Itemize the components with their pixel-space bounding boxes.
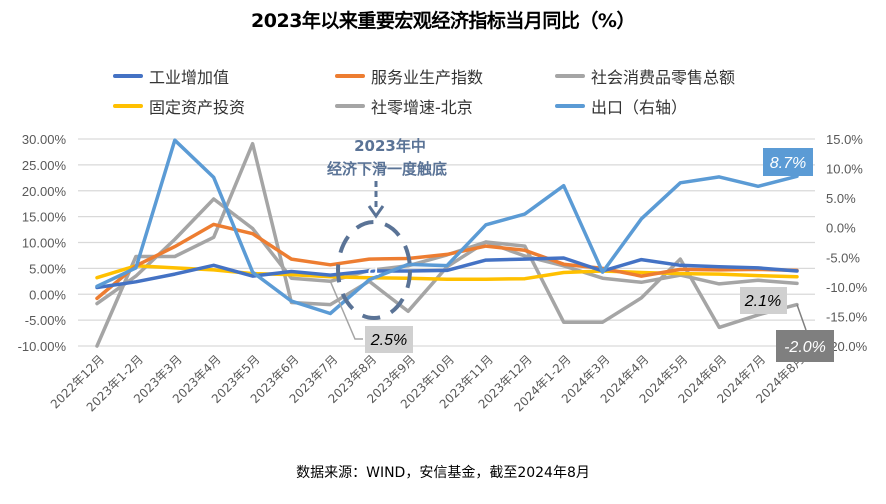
legend-label: 出口（右轴） bbox=[591, 98, 688, 117]
label-box-retail-2024-8 bbox=[740, 287, 787, 314]
y-right-tick-label: 0.0% bbox=[826, 221, 856, 236]
trough-annotation-line1: 2023年中 bbox=[354, 137, 426, 155]
leader-line bbox=[329, 281, 363, 340]
trough-circle bbox=[336, 220, 412, 320]
trough-marker: a bbox=[367, 258, 379, 280]
label-box-beijing-2023-8 bbox=[365, 326, 413, 353]
legend-item-export: 出口（右轴） bbox=[555, 94, 687, 118]
trough-arrow-head-icon bbox=[367, 205, 385, 219]
label-retail-2024-8: 2.1% bbox=[744, 293, 781, 310]
legend-label: 服务业生产指数 bbox=[371, 68, 484, 87]
label-beijing-2023-8: 2.5% bbox=[370, 332, 407, 349]
series-line-3 bbox=[95, 264, 799, 281]
legend-label: 工业增加值 bbox=[149, 68, 230, 87]
y-left-tick-label: 0.00% bbox=[29, 287, 66, 302]
legend-item-beijing-retail: 社零增速-北京 bbox=[335, 94, 473, 118]
y-right-tick-label: -15.0% bbox=[826, 309, 868, 324]
label-box-beijing-2024-8 bbox=[776, 330, 834, 362]
leader-line bbox=[796, 304, 807, 331]
legend-item-industrial: 工业增加值 bbox=[113, 64, 229, 88]
y-right-tick-label: 15.0% bbox=[826, 132, 863, 147]
series-line-2 bbox=[95, 197, 799, 306]
legend-swatch bbox=[555, 74, 585, 78]
label-box-export-2024-8 bbox=[763, 148, 813, 176]
y-left-tick-label: 30.00% bbox=[22, 132, 67, 147]
chart-title: 2023年以来重要宏观经济指标当月同比（%） bbox=[251, 10, 635, 32]
y-left-tick-label: 20.00% bbox=[22, 184, 67, 199]
y-right-tick-label: 5.0% bbox=[826, 191, 856, 206]
legend-swatch bbox=[113, 104, 143, 108]
series-line-0 bbox=[95, 256, 799, 290]
y-left-tick-label: 15.00% bbox=[22, 210, 67, 225]
y-axis-right: -20.0% -15.0% -10.0% -5.0% 0.0% 5.0% 10.0% 15.0… bbox=[826, 132, 868, 354]
label-export-2024-8: 8.7% bbox=[770, 155, 806, 172]
series-line-1 bbox=[95, 222, 799, 301]
trough-annotation-line2: 经济下滑一度触底 bbox=[327, 160, 447, 178]
legend-swatch bbox=[555, 104, 585, 108]
legend-item-retail: 社会消费品零售总额 bbox=[555, 64, 735, 88]
y-axis-left: -10.00% -5.00% 0.00% 5.00% 10.00% 15.00% 20.00… bbox=[18, 132, 67, 354]
legend-swatch bbox=[335, 104, 365, 108]
legend-item-fai: 固定资产投资 bbox=[113, 94, 245, 118]
legend-swatch bbox=[113, 74, 143, 78]
y-left-tick-label: 10.00% bbox=[22, 236, 67, 251]
y-left-tick-label: 5.00% bbox=[29, 261, 66, 276]
y-right-tick-label: -20.0% bbox=[826, 339, 868, 354]
legend-label: 固定资产投资 bbox=[149, 98, 246, 117]
x-axis: 2022年12月2023年1-2月2023年3月2023年4月2023年5月20… bbox=[48, 352, 807, 414]
y-left-tick-label: -10.00% bbox=[18, 339, 67, 354]
legend-item-services: 服务业生产指数 bbox=[335, 64, 483, 88]
y-left-tick-label: -5.00% bbox=[25, 313, 67, 328]
y-right-tick-label: 10.0% bbox=[826, 162, 863, 177]
y-right-tick-label: -5.0% bbox=[826, 250, 860, 265]
y-right-tick-label: -10.0% bbox=[826, 280, 868, 295]
legend-label: 社会消费品零售总额 bbox=[591, 68, 736, 87]
y-left-tick-label: 25.00% bbox=[22, 158, 67, 173]
series-lines bbox=[95, 138, 799, 348]
series-line-5 bbox=[95, 138, 799, 316]
legend-swatch bbox=[335, 74, 365, 78]
source-note: 数据来源：WIND，安信基金，截至2024年8月 bbox=[296, 465, 590, 481]
legend-label: 社零增速-北京 bbox=[371, 98, 473, 117]
label-beijing-2024-8: -2.0% bbox=[784, 339, 826, 356]
